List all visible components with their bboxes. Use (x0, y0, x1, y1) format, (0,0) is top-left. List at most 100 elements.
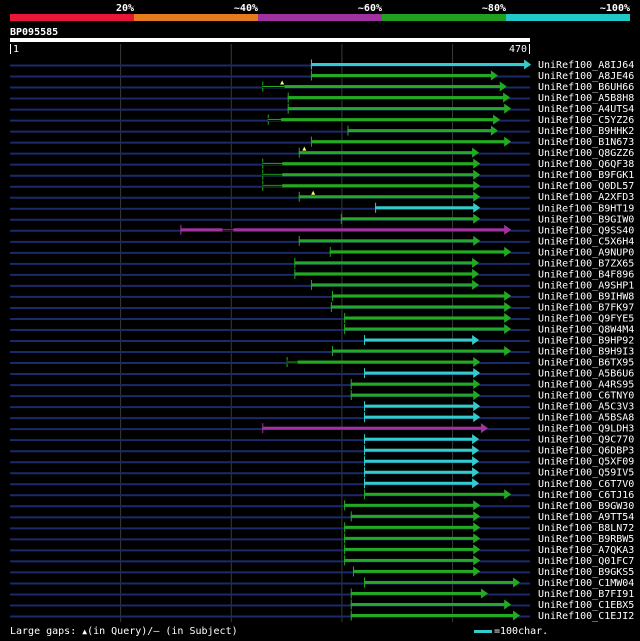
hit-name[interactable]: UniRef100_A5C3V3 (538, 402, 634, 413)
hit-name[interactable]: UniRef100_C6T7V0 (538, 479, 634, 490)
hit-row[interactable]: UniRef100_B9RBW5 (10, 533, 634, 545)
hit-name[interactable]: UniRef100_Q9C770 (538, 435, 634, 446)
hit-row[interactable]: UniRef100_C5X6H4 (10, 235, 634, 248)
hit-name[interactable]: UniRef100_B7FK97 (538, 302, 634, 313)
hit-row[interactable]: UniRef100_A9NUP0 (10, 246, 634, 259)
hit-name[interactable]: UniRef100_Q6QF38 (538, 159, 634, 170)
hit-name[interactable]: UniRef100_A5BSA8 (538, 413, 634, 424)
hit-name[interactable]: UniRef100_B9GW30 (538, 501, 634, 512)
hit-name[interactable]: UniRef100_A8JE46 (538, 71, 634, 82)
hit-row[interactable]: UniRef100_B7FK97 (10, 301, 634, 314)
hit-row[interactable]: UniRef100_A5B6U6 (10, 368, 634, 380)
hit-name[interactable]: UniRef100_Q59IV5 (538, 468, 634, 479)
hit-row[interactable]: UniRef100_B9GIW0 (10, 213, 634, 226)
hit-name[interactable]: UniRef100_A7QKA3 (538, 545, 634, 556)
hit-name[interactable]: UniRef100_Q01FC7 (538, 556, 634, 567)
hit-row[interactable]: UniRef100_B9FGK1 (10, 169, 634, 182)
hit-row[interactable]: UniRef100_C6T7V0 (10, 478, 634, 490)
hit-name[interactable]: UniRef100_B9HP92 (538, 336, 634, 347)
hit-row[interactable]: UniRef100_B1N673 (10, 136, 634, 149)
hit-name[interactable]: UniRef100_A9SHP1 (538, 280, 634, 291)
hit-name[interactable]: UniRef100_C6TJ16 (538, 490, 634, 501)
hit-row[interactable]: UniRef100_Q6DBP3 (10, 445, 634, 457)
hit-name[interactable]: UniRef100_Q9FYE5 (538, 313, 634, 324)
hit-row[interactable]: UniRef100_B9GW30 (10, 500, 634, 512)
hit-row[interactable]: UniRef100_B6TX95 (10, 357, 634, 369)
hit-name[interactable]: UniRef100_B8LN72 (538, 523, 634, 534)
hit-name[interactable]: UniRef100_Q6DBP3 (538, 446, 634, 457)
hit-row[interactable]: UniRef100_B9H9I3 (10, 346, 634, 358)
hit-row[interactable]: UniRef100_B9HT19 (10, 202, 634, 215)
hit-name[interactable]: UniRef100_B9RBW5 (538, 534, 634, 545)
hit-name[interactable]: UniRef100_C1MW04 (538, 578, 634, 589)
hit-name[interactable]: UniRef100_Q9SS40 (538, 225, 634, 236)
hit-name[interactable]: UniRef100_A5B8H8 (538, 93, 634, 104)
hit-name[interactable]: UniRef100_Q8W4M4 (538, 324, 634, 335)
hit-row[interactable]: UniRef100_Q01FC7 (10, 555, 634, 567)
hit-row[interactable]: UniRef100_Q9FYE5 (10, 312, 634, 325)
hit-row[interactable]: UniRef100_A8JE46 (10, 70, 634, 83)
hit-row[interactable]: UniRef100_A2XFD3 (10, 190, 634, 204)
hit-row[interactable]: UniRef100_A9SHP1 (10, 279, 634, 292)
hit-name[interactable]: UniRef100_B7FI91 (538, 589, 634, 600)
hit-row[interactable]: UniRef100_C6TNY0 (10, 390, 634, 402)
hit-row[interactable]: UniRef100_C1EJI2 (10, 610, 634, 623)
hit-name[interactable]: UniRef100_A9NUP0 (538, 247, 634, 258)
hit-row[interactable]: UniRef100_B8LN72 (10, 522, 634, 534)
hit-row[interactable]: UniRef100_B6UH66 (10, 80, 634, 94)
hit-row[interactable]: UniRef100_B7FI91 (10, 588, 634, 600)
hit-name[interactable]: UniRef100_A4UTS4 (538, 104, 634, 115)
hit-row[interactable]: UniRef100_Q5XF09 (10, 456, 634, 468)
hit-row[interactable]: UniRef100_Q9SS40 (10, 224, 634, 237)
hit-name[interactable]: UniRef100_B6UH66 (538, 82, 634, 93)
hit-name[interactable]: UniRef100_A9TT54 (538, 512, 634, 523)
hit-name[interactable]: UniRef100_Q9LDH3 (538, 424, 634, 435)
hit-row[interactable]: UniRef100_C5YZ26 (10, 114, 634, 127)
hit-row[interactable]: UniRef100_A7QKA3 (10, 544, 634, 556)
hit-name[interactable]: UniRef100_B9GKS5 (538, 567, 634, 578)
hit-name[interactable]: UniRef100_B1N673 (538, 137, 634, 148)
hit-name[interactable]: UniRef100_C1EJI2 (538, 611, 634, 622)
hit-row[interactable]: UniRef100_Q9C770 (10, 434, 634, 446)
hit-row[interactable]: UniRef100_B9HHK2 (10, 125, 634, 137)
hit-row[interactable]: UniRef100_Q8GZZ6 (10, 146, 634, 160)
hit-row[interactable]: UniRef100_A4UTS4 (10, 103, 634, 116)
hit-row[interactable]: UniRef100_B4F896 (10, 268, 634, 281)
hit-name[interactable]: UniRef100_B9GIW0 (538, 214, 634, 225)
hit-row[interactable]: UniRef100_A4RS95 (10, 379, 634, 391)
hit-row[interactable]: UniRef100_B9GKS5 (10, 566, 634, 578)
hit-name[interactable]: UniRef100_B7ZX65 (538, 258, 634, 269)
hit-row[interactable]: UniRef100_C1MW04 (10, 577, 634, 589)
hit-name[interactable]: UniRef100_A4RS95 (538, 380, 634, 391)
hit-name[interactable]: UniRef100_C5YZ26 (538, 115, 634, 126)
hit-row[interactable]: UniRef100_A5C3V3 (10, 401, 634, 413)
hit-name[interactable]: UniRef100_C1EBX5 (538, 600, 634, 611)
hit-row[interactable]: UniRef100_A8IJ64 (10, 59, 634, 72)
hit-name[interactable]: UniRef100_B9H9I3 (538, 347, 634, 358)
hit-row[interactable]: UniRef100_B9HP92 (10, 335, 634, 347)
hit-name[interactable]: UniRef100_Q8GZZ6 (538, 148, 634, 159)
hit-name[interactable]: UniRef100_B9FGK1 (538, 170, 634, 181)
hit-name[interactable]: UniRef100_Q0DL57 (538, 181, 634, 192)
hit-name[interactable]: UniRef100_B4F896 (538, 269, 634, 280)
hit-name[interactable]: UniRef100_A2XFD3 (538, 192, 634, 203)
hit-name[interactable]: UniRef100_C6TNY0 (538, 391, 634, 402)
hit-row[interactable]: UniRef100_Q59IV5 (10, 467, 634, 479)
hit-name[interactable]: UniRef100_C5X6H4 (538, 236, 634, 247)
hit-name[interactable]: UniRef100_B6TX95 (538, 358, 634, 369)
hit-row[interactable]: UniRef100_Q0DL57 (10, 180, 634, 193)
hit-row[interactable]: UniRef100_C1EBX5 (10, 599, 634, 611)
hit-row[interactable]: UniRef100_C6TJ16 (10, 489, 634, 501)
hit-row[interactable]: UniRef100_A5BSA8 (10, 412, 634, 424)
hit-row[interactable]: UniRef100_Q8W4M4 (10, 323, 634, 336)
hit-name[interactable]: UniRef100_B9IHW8 (538, 291, 634, 302)
hit-name[interactable]: UniRef100_Q5XF09 (538, 457, 634, 468)
hit-row[interactable]: UniRef100_A9TT54 (10, 511, 634, 523)
hit-row[interactable]: UniRef100_B9IHW8 (10, 290, 634, 303)
hit-name[interactable]: UniRef100_A5B6U6 (538, 369, 634, 380)
hit-name[interactable]: UniRef100_B9HHK2 (538, 126, 634, 137)
hit-name[interactable]: UniRef100_A8IJ64 (538, 60, 634, 71)
hit-row[interactable]: UniRef100_A5B8H8 (10, 92, 634, 105)
hit-row[interactable]: UniRef100_B7ZX65 (10, 257, 634, 270)
hit-name[interactable]: UniRef100_B9HT19 (538, 203, 634, 214)
